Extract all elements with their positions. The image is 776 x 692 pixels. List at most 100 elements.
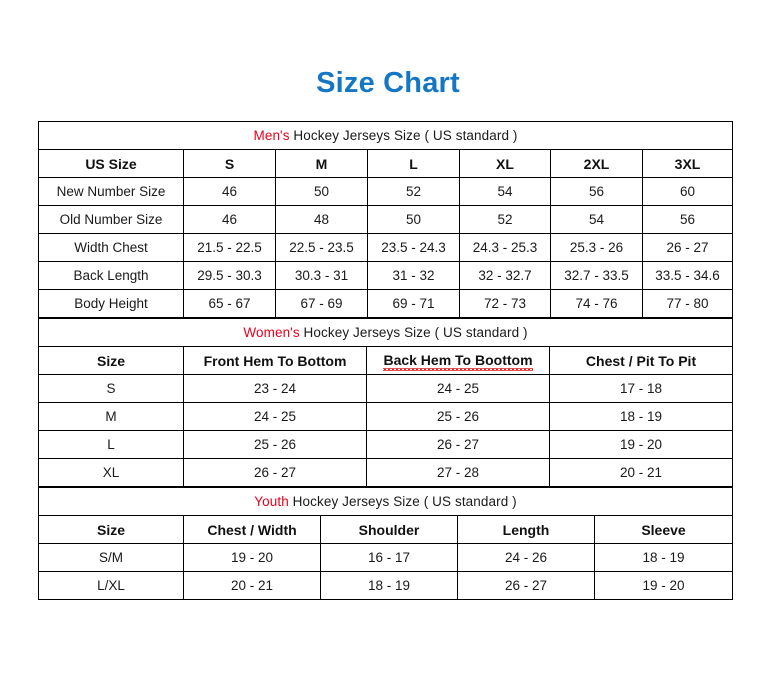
youth-size-table: Youth Hockey Jerseys Size ( US standard …: [37, 487, 734, 600]
data-cell: 65 - 67: [183, 289, 276, 318]
data-cell: 26 - 27: [641, 233, 734, 262]
data-cell: 25 - 26: [183, 430, 367, 459]
table-row: S/M 19 - 20 16 - 17 24 - 26 18 - 19: [38, 543, 734, 572]
data-cell: 24.3 - 25.3: [459, 233, 551, 262]
data-cell: 24 - 26: [457, 543, 595, 572]
data-cell: 52: [367, 177, 460, 206]
mens-header-cell: 3XL: [641, 149, 734, 178]
row-label: Old Number Size: [38, 205, 184, 234]
data-cell: 19 - 20: [548, 430, 734, 459]
data-cell: 18 - 19: [320, 571, 458, 600]
table-row: Old Number Size 46 48 50 52 54 56: [38, 205, 734, 234]
womens-header-cell: Front Hem To Bottom: [183, 346, 367, 375]
data-cell: 18 - 19: [548, 402, 734, 431]
row-label: L: [38, 430, 184, 459]
youth-banner-rest: Hockey Jerseys Size ( US standard ): [288, 493, 517, 509]
mens-banner: Men's Hockey Jerseys Size ( US standard …: [37, 121, 734, 150]
data-cell: 32 - 32.7: [459, 261, 551, 290]
data-cell: 27 - 28: [366, 458, 550, 487]
mens-banner-highlight: Men's: [253, 127, 290, 143]
data-cell: 50: [367, 205, 460, 234]
mens-header-cell: XL: [459, 149, 551, 178]
youth-header-cell: Length: [457, 515, 595, 544]
womens-banner-rest: Hockey Jerseys Size ( US standard ): [299, 324, 528, 340]
data-cell: 26 - 27: [366, 430, 550, 459]
table-row: L 25 - 26 26 - 27 19 - 20: [38, 430, 734, 459]
data-cell: 25.3 - 26: [550, 233, 643, 262]
data-cell: 67 - 69: [275, 289, 368, 318]
data-cell: 77 - 80: [641, 289, 734, 318]
mens-header-cell: 2XL: [550, 149, 643, 178]
data-cell: 17 - 18: [548, 374, 734, 403]
womens-size-table: Women's Hockey Jerseys Size ( US standar…: [37, 318, 734, 487]
data-cell: 60: [641, 177, 734, 206]
row-label: L/XL: [38, 571, 184, 600]
youth-header-cell: Chest / Width: [183, 515, 321, 544]
data-cell: 19 - 20: [593, 571, 734, 600]
row-label: M: [38, 402, 184, 431]
data-cell: 33.5 - 34.6: [641, 261, 734, 290]
womens-banner-row: Women's Hockey Jerseys Size ( US standar…: [37, 318, 734, 347]
row-label: Width Chest: [38, 233, 184, 262]
size-tables-container: Men's Hockey Jerseys Size ( US standard …: [37, 121, 734, 600]
table-row: S 23 - 24 24 - 25 17 - 18: [38, 374, 734, 403]
spellcheck-underlined-text: Back Hem To Boottom: [383, 352, 533, 371]
data-cell: 24 - 25: [183, 402, 367, 431]
row-label: New Number Size: [38, 177, 184, 206]
womens-banner: Women's Hockey Jerseys Size ( US standar…: [37, 318, 734, 347]
row-label: Back Length: [38, 261, 184, 290]
data-cell: 23 - 24: [183, 374, 367, 403]
table-row: New Number Size 46 50 52 54 56 60: [38, 177, 734, 206]
table-row: Width Chest 21.5 - 22.5 22.5 - 23.5 23.5…: [38, 233, 734, 262]
data-cell: 31 - 32: [367, 261, 460, 290]
data-cell: 29.5 - 30.3: [183, 261, 276, 290]
womens-header-cell: Size: [38, 346, 184, 375]
youth-banner: Youth Hockey Jerseys Size ( US standard …: [37, 487, 734, 516]
data-cell: 48: [275, 205, 368, 234]
data-cell: 21.5 - 22.5: [183, 233, 276, 262]
row-label: Body Height: [38, 289, 184, 318]
data-cell: 16 - 17: [320, 543, 458, 572]
mens-header-row: US Size S M L XL 2XL 3XL: [38, 149, 734, 178]
table-row: Back Length 29.5 - 30.3 30.3 - 31 31 - 3…: [38, 261, 734, 290]
womens-header-cell: Chest / Pit To Pit: [548, 346, 734, 375]
table-row: Body Height 65 - 67 67 - 69 69 - 71 72 -…: [38, 289, 734, 318]
mens-header-cell: US Size: [38, 149, 184, 178]
data-cell: 26 - 27: [183, 458, 367, 487]
youth-header-cell: Sleeve: [593, 515, 734, 544]
row-label: XL: [38, 458, 184, 487]
page-title: Size Chart: [316, 67, 460, 99]
data-cell: 30.3 - 31: [275, 261, 368, 290]
data-cell: 46: [183, 177, 276, 206]
data-cell: 32.7 - 33.5: [550, 261, 643, 290]
data-cell: 20 - 21: [548, 458, 734, 487]
youth-header-cell: Shoulder: [320, 515, 458, 544]
data-cell: 52: [459, 205, 551, 234]
data-cell: 22.5 - 23.5: [275, 233, 368, 262]
table-row: XL 26 - 27 27 - 28 20 - 21: [38, 458, 734, 487]
data-cell: 24 - 25: [366, 374, 550, 403]
data-cell: 18 - 19: [593, 543, 734, 572]
data-cell: 26 - 27: [457, 571, 595, 600]
data-cell: 72 - 73: [459, 289, 551, 318]
mens-size-table: Men's Hockey Jerseys Size ( US standard …: [37, 121, 734, 318]
data-cell: 25 - 26: [366, 402, 550, 431]
youth-header-row: Size Chest / Width Shoulder Length Sleev…: [38, 515, 734, 544]
youth-banner-highlight: Youth: [254, 493, 289, 509]
youth-banner-row: Youth Hockey Jerseys Size ( US standard …: [37, 487, 734, 516]
data-cell: 50: [275, 177, 368, 206]
data-cell: 19 - 20: [183, 543, 321, 572]
mens-banner-row: Men's Hockey Jerseys Size ( US standard …: [37, 121, 734, 150]
womens-header-cell-misspelled: Back Hem To Boottom: [366, 346, 550, 375]
womens-banner-highlight: Women's: [243, 324, 300, 340]
table-row: L/XL 20 - 21 18 - 19 26 - 27 19 - 20: [38, 571, 734, 600]
mens-header-cell: M: [275, 149, 368, 178]
table-row: M 24 - 25 25 - 26 18 - 19: [38, 402, 734, 431]
data-cell: 74 - 76: [550, 289, 643, 318]
mens-banner-rest: Hockey Jerseys Size ( US standard ): [289, 127, 518, 143]
youth-header-cell: Size: [38, 515, 184, 544]
data-cell: 56: [641, 205, 734, 234]
row-label: S/M: [38, 543, 184, 572]
data-cell: 20 - 21: [183, 571, 321, 600]
